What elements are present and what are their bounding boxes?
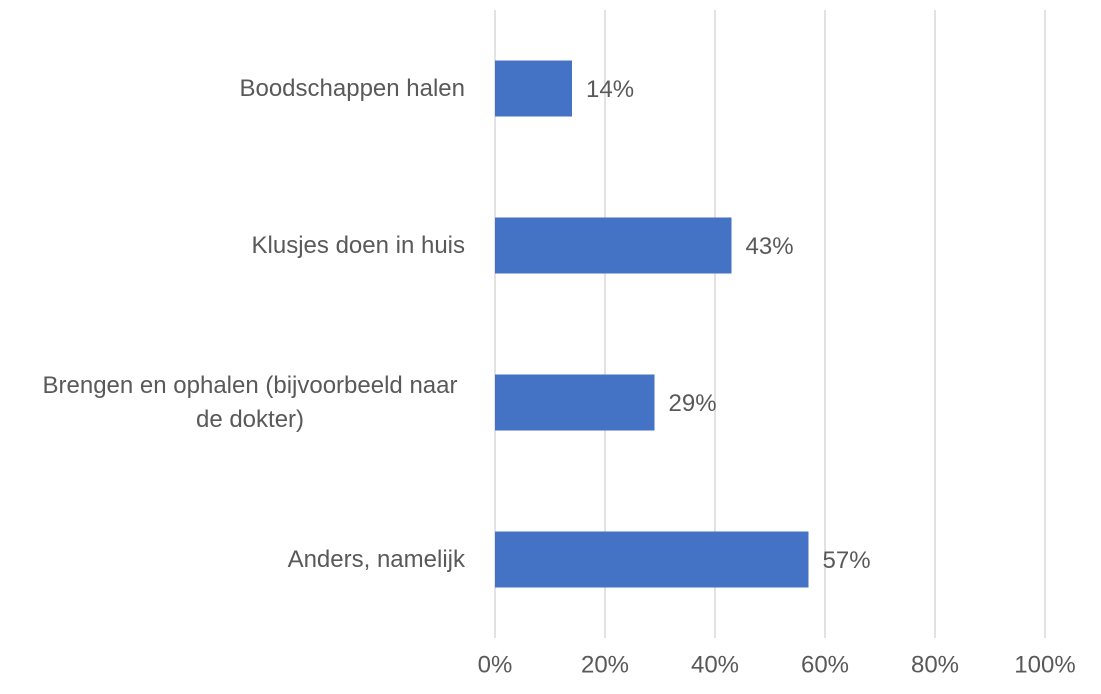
y-tick-label: Brengen en ophalen (bijvoorbeeld naar de…: [42, 371, 458, 433]
value-label: 14%: [586, 76, 634, 103]
x-tick-label: 80%: [911, 651, 959, 678]
value-label: 57%: [823, 547, 871, 574]
y-tick-label: Boodschappen halen: [239, 74, 465, 102]
x-tick-label: 60%: [801, 651, 849, 678]
x-tick-label: 20%: [581, 651, 629, 678]
x-tick-label: 40%: [691, 651, 739, 678]
bar: [495, 531, 809, 588]
y-tick-label: Klusjes doen in huis: [251, 231, 465, 259]
x-tick-label: 100%: [1014, 651, 1075, 678]
bar: [495, 60, 572, 117]
value-label: 43%: [746, 233, 794, 260]
y-tick-label: Anders, namelijk: [287, 545, 465, 573]
value-label: 29%: [669, 390, 717, 417]
bar: [495, 217, 732, 274]
x-tick-label: 0%: [478, 651, 513, 678]
bar: [495, 374, 655, 431]
